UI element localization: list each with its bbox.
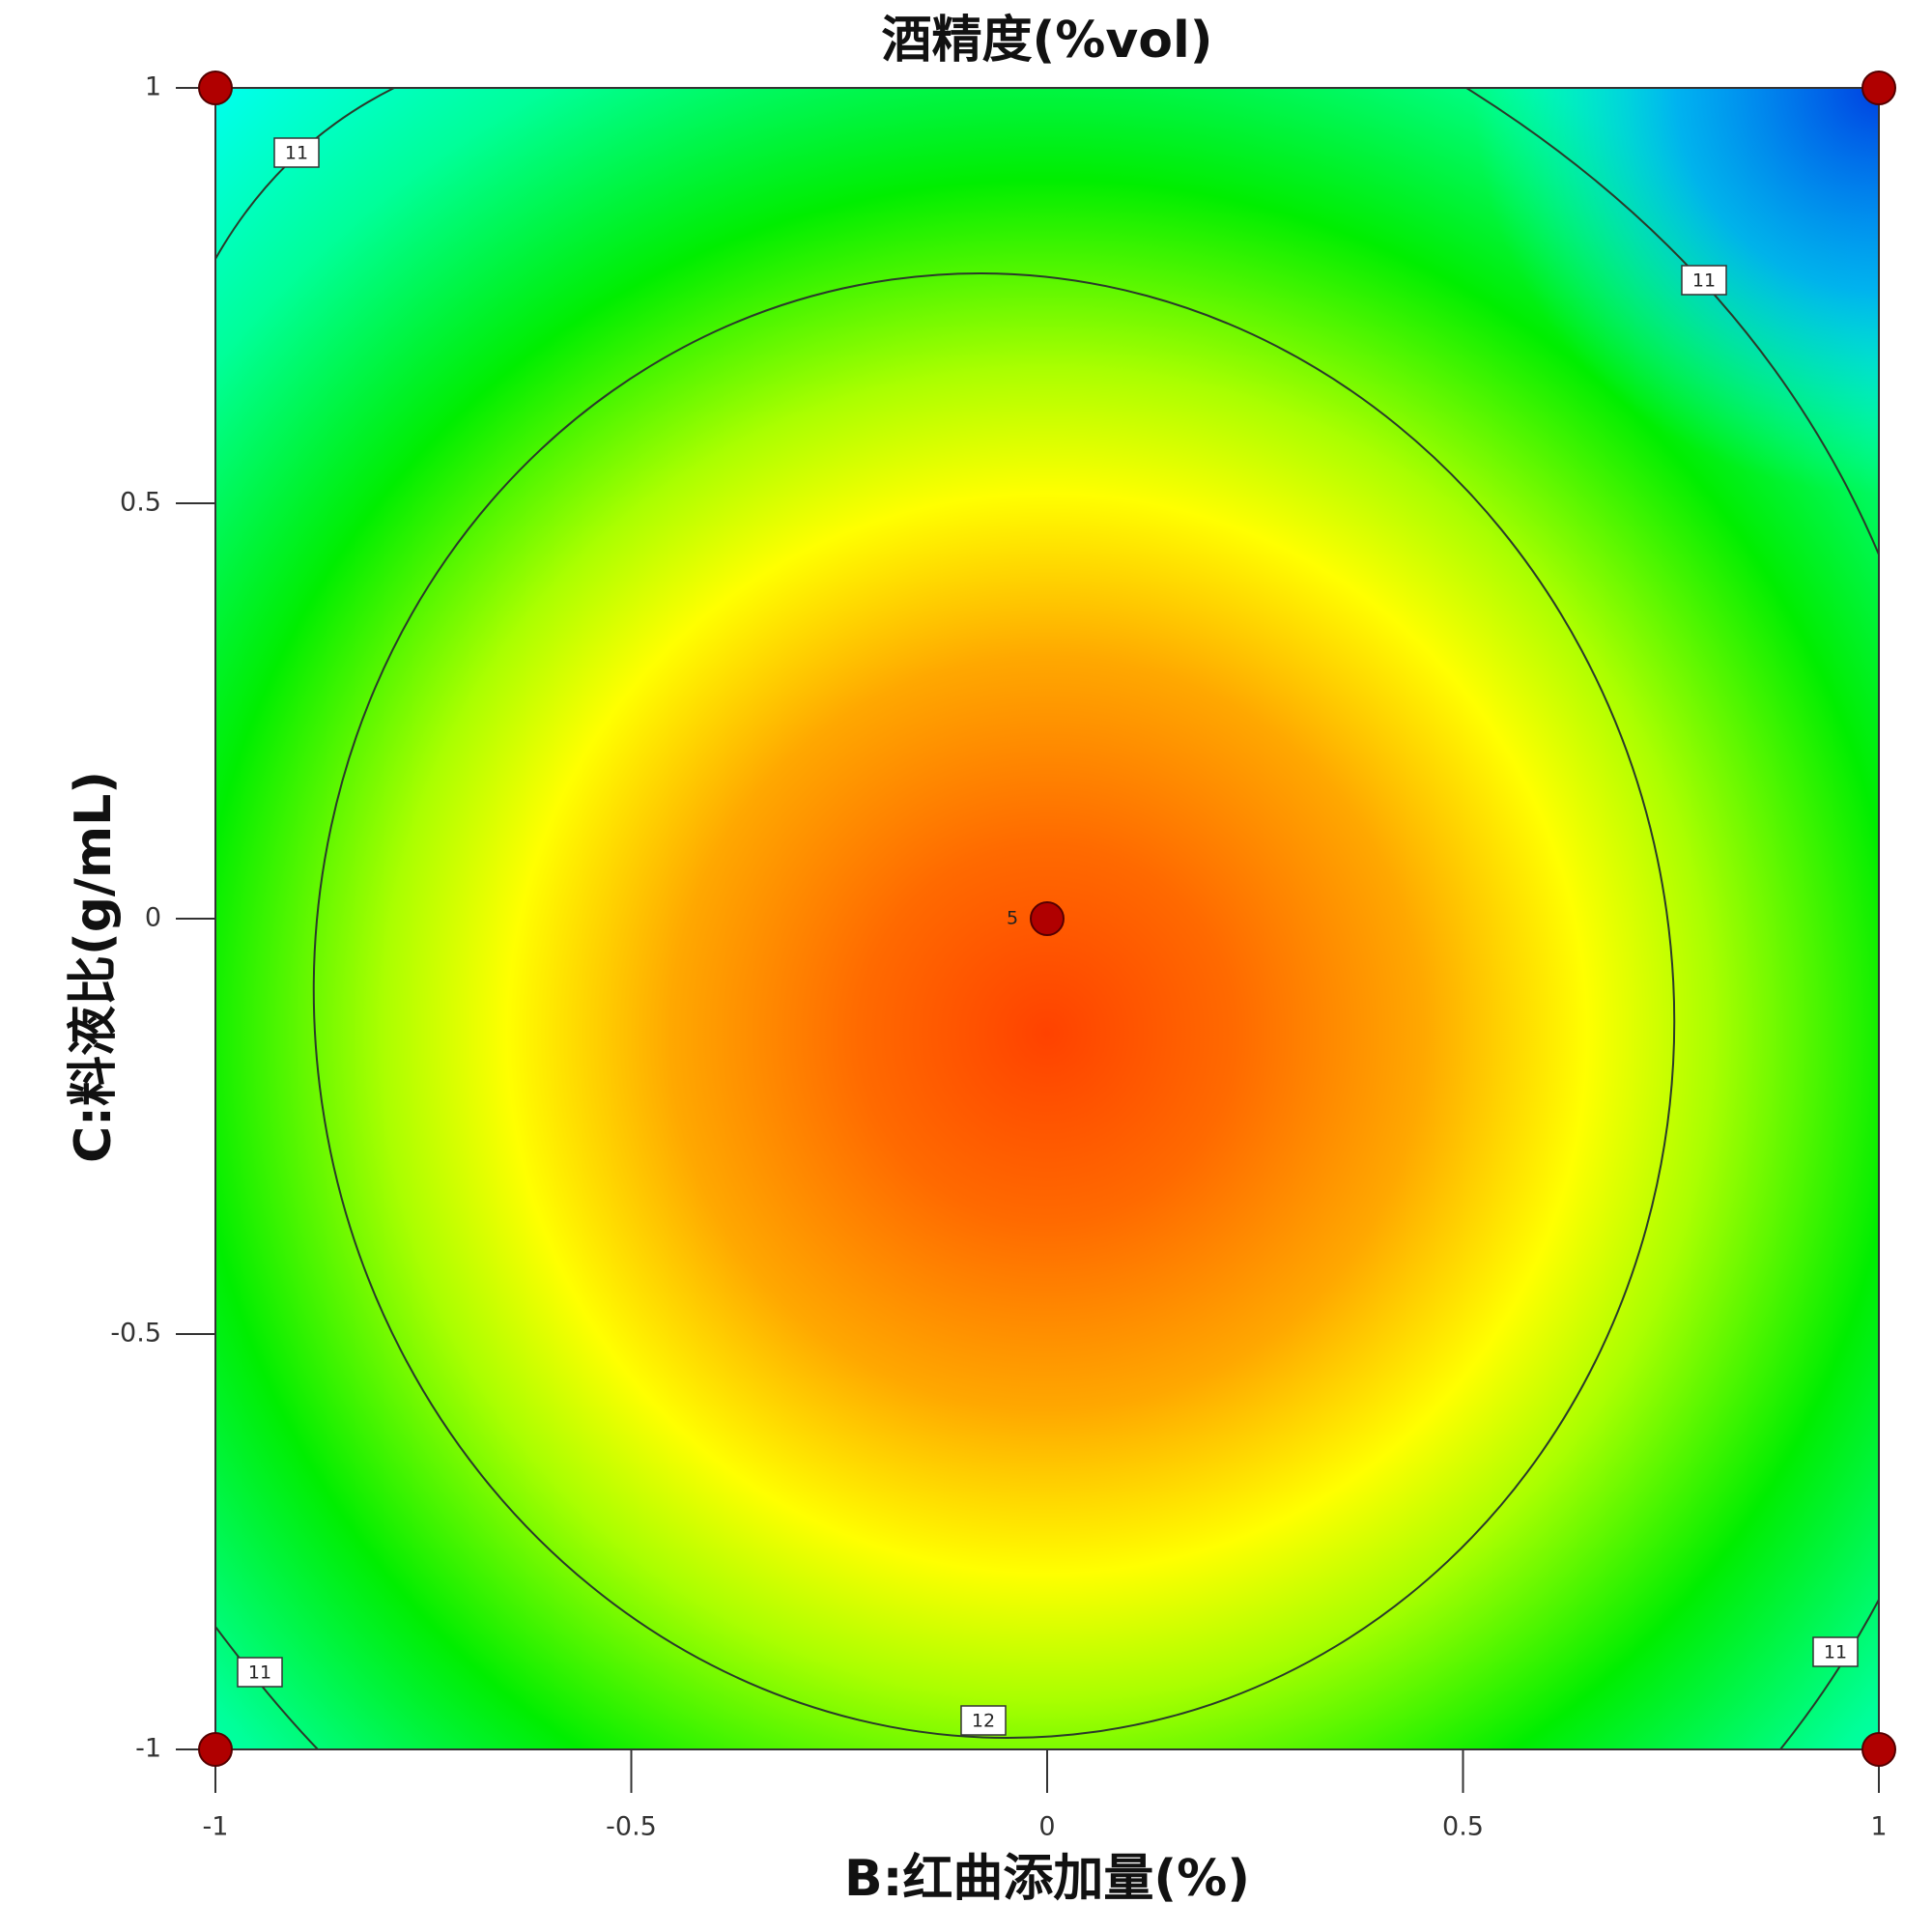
contour-label: 11 xyxy=(1692,270,1716,292)
y-tick-label: 0.5 xyxy=(120,488,161,518)
contour-label-box xyxy=(960,1705,1007,1736)
contour-line xyxy=(1779,1599,1879,1749)
contour-label-box xyxy=(273,137,320,168)
y-axis-title: C:料液比(g/mL) xyxy=(65,771,123,1163)
contour-line xyxy=(1465,88,1879,555)
y-tick-label: 0 xyxy=(145,903,161,933)
x-tick-label: -0.5 xyxy=(606,1812,657,1842)
contour-line xyxy=(215,1626,319,1749)
contour-label-box xyxy=(1681,265,1727,296)
contour-label: 11 xyxy=(1824,1642,1847,1663)
design-point xyxy=(1861,1732,1896,1767)
x-tick-label: 0.5 xyxy=(1442,1812,1484,1842)
x-tick-label: -1 xyxy=(203,1812,229,1842)
y-tick-label: -1 xyxy=(135,1734,161,1764)
contour-label: 11 xyxy=(285,143,308,164)
design-point xyxy=(198,1732,233,1767)
x-tick-label: 0 xyxy=(1038,1812,1055,1842)
design-point xyxy=(1030,901,1065,936)
contour-line xyxy=(312,272,1676,1739)
design-point xyxy=(198,71,233,105)
contour-label-box xyxy=(1812,1636,1859,1667)
chart-title: 酒精度(%vol) xyxy=(881,12,1212,70)
point-label: 5 xyxy=(1007,908,1018,929)
y-tick-label: -0.5 xyxy=(110,1319,161,1349)
x-tick-label: 1 xyxy=(1870,1812,1887,1842)
contour-label: 11 xyxy=(248,1662,271,1684)
y-tick-label: 1 xyxy=(145,72,161,102)
design-point xyxy=(1861,71,1896,105)
contour-label: 12 xyxy=(972,1711,995,1732)
contour-label-box xyxy=(237,1657,283,1688)
x-axis-title: B:红曲添加量(%) xyxy=(844,1850,1250,1908)
